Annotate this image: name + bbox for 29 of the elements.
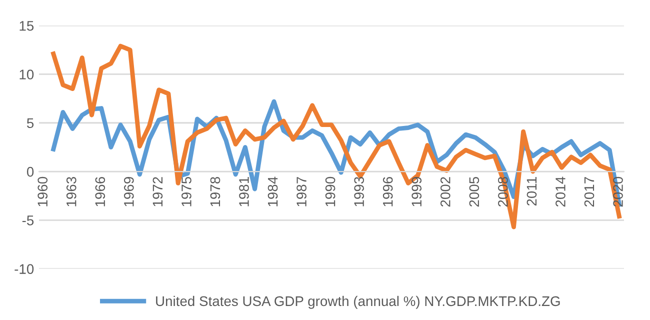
x-tick-label: 2017 (584, 177, 594, 207)
x-tick-label: 1981 (239, 177, 249, 206)
y-tick-label: 0 (26, 166, 34, 177)
x-tick-label: 2005 (469, 176, 480, 207)
x-tick-label: 1966 (95, 176, 106, 206)
y-tick-label: 5 (26, 118, 34, 128)
x-tick-label: 1978 (210, 176, 220, 206)
x-tick-label: 1996 (382, 176, 393, 206)
x-tick-label: 2008 (498, 176, 508, 207)
x-tick-label: 1969 (124, 177, 134, 206)
y-tick-label: -10 (14, 264, 34, 274)
y-tick-label: -5 (22, 216, 34, 226)
x-tick-label: 1975 (182, 176, 192, 206)
x-tick-label: 1972 (152, 177, 163, 206)
x-tick-label: 1960 (38, 176, 48, 206)
x-tick-label: 1984 (268, 176, 278, 206)
y-tick-label: 10 (20, 70, 34, 80)
x-tick-label: 2014 (556, 176, 566, 207)
y-tick-label: 15 (20, 21, 34, 31)
x-tick-label: 2020 (613, 176, 623, 207)
x-tick-label: 2002 (440, 177, 450, 207)
x-tick-label: 1987 (296, 177, 306, 206)
x-tick-label: 1993 (354, 176, 364, 206)
x-tick-label: 1963 (66, 176, 76, 206)
x-tick-label: 2011 (526, 177, 537, 206)
line-series (51, 44, 622, 230)
legend-label: United States USA GDP growth (annual %) NY.GDP.MKTP.KD.ZG (156, 296, 560, 309)
x-tick-label: 1990 (325, 176, 336, 206)
x-tick-label: 1999 (412, 177, 422, 206)
